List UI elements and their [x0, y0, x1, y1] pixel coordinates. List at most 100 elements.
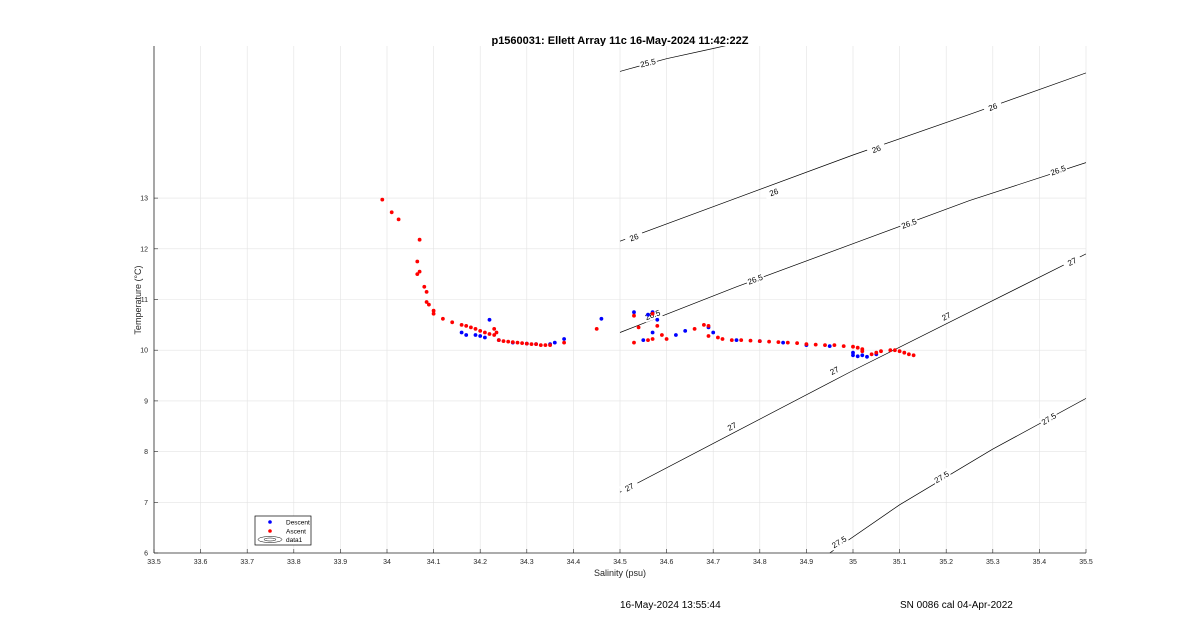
- data-point-ascent: [660, 333, 664, 337]
- data-point-ascent: [562, 340, 566, 345]
- contour-label: 27: [829, 365, 842, 377]
- data-point-ascent: [494, 330, 499, 335]
- footer-calibration: SN 0086 cal 04-Apr-2022: [900, 600, 1013, 611]
- data-point-descent: [487, 317, 492, 322]
- legend-marker-ascent: [268, 529, 272, 533]
- data-point-descent: [483, 335, 487, 340]
- data-point-ascent: [650, 337, 655, 341]
- data-point-ascent: [492, 333, 497, 337]
- data-point-descent: [711, 330, 716, 335]
- y-tick-labels: 6 7 8 9 10 11 12 13: [140, 196, 148, 558]
- chart-title: p1560031: Ellett Array 11c 16-May-2024 1…: [491, 35, 748, 47]
- data-point-ascent: [483, 330, 487, 335]
- x-tick-label: 33.7: [240, 559, 254, 566]
- data-point-descent: [478, 334, 483, 338]
- data-point-ascent: [520, 341, 524, 345]
- contour-line-27: [619, 253, 1086, 493]
- data-point-descent: [552, 340, 557, 345]
- data-point-ascent: [706, 334, 711, 338]
- data-point-ascent: [534, 342, 538, 346]
- data-point-ascent: [424, 290, 429, 294]
- data-point-ascent: [632, 340, 636, 345]
- data-point-ascent: [832, 343, 837, 347]
- data-point-descent: [655, 317, 660, 322]
- legend-contour-icon: [257, 536, 283, 543]
- data-point-ascent: [888, 348, 893, 353]
- data-point-ascent: [636, 325, 641, 330]
- data-point-ascent: [823, 343, 827, 347]
- data-point-ascent: [501, 339, 506, 343]
- data-point-ascent: [496, 338, 501, 342]
- data-point-ascent: [702, 323, 706, 327]
- legend-label-data1: data1: [286, 537, 303, 544]
- data-point-ascent: [907, 352, 911, 357]
- data-point-descent: [865, 354, 869, 359]
- data-point-ascent: [795, 341, 799, 345]
- data-point-ascent: [441, 316, 445, 321]
- x-tick-label: 34.3: [520, 559, 534, 566]
- data-point-ascent: [716, 335, 720, 340]
- data-point-ascent: [902, 350, 907, 355]
- legend-label-descent: Descent: [286, 520, 310, 527]
- contour-label-bg: [982, 99, 1003, 115]
- contour-label: 27: [1066, 256, 1079, 268]
- y-axis-label: Temperature (°C): [133, 265, 143, 334]
- contour-label-bg: [623, 229, 645, 245]
- data-point-ascent: [879, 349, 883, 354]
- data-point-descent: [632, 310, 636, 315]
- x-tick-label: 34.1: [427, 559, 441, 566]
- data-point-ascent: [869, 352, 874, 357]
- data-point-ascent: [417, 269, 422, 274]
- y-tick-label: 9: [144, 398, 148, 405]
- data-point-descent: [851, 350, 855, 355]
- x-tick-label: 35.1: [893, 559, 907, 566]
- data-point-ascent: [538, 343, 543, 347]
- contour-label: 26: [628, 232, 640, 244]
- legend-marker-descent: [268, 520, 272, 524]
- data-point-ascent: [739, 338, 744, 342]
- legend-contour-icon-inner: [263, 537, 277, 542]
- contour-label: 25.5: [639, 57, 657, 69]
- contour-label: 26: [987, 101, 999, 113]
- contour-label-bg: [1047, 162, 1069, 178]
- x-tick-label: 34.8: [753, 559, 767, 566]
- data-point-descent: [473, 333, 478, 337]
- data-point-ascent: [492, 327, 497, 331]
- contour-label-bg: [824, 361, 845, 380]
- data-point-descent: [734, 338, 739, 342]
- contour-line-26: [619, 72, 1086, 242]
- data-point-ascent: [757, 339, 762, 343]
- data-point-ascent: [911, 353, 916, 358]
- contour-label-bg: [619, 478, 640, 496]
- data-point-ascent: [487, 332, 492, 336]
- contour-label-bg: [763, 184, 784, 200]
- x-tick-label: 33.8: [287, 559, 301, 566]
- footer-timestamp: 16-May-2024 13:55:44: [620, 600, 721, 611]
- data-point-descent: [599, 316, 604, 321]
- data-point-descent: [641, 338, 646, 342]
- data-point-ascent: [424, 300, 429, 304]
- x-tick-label: 35.3: [986, 559, 1000, 566]
- x-tick-label: 34.4: [567, 559, 581, 566]
- data-point-descent: [562, 337, 566, 341]
- data-point-descent: [683, 329, 688, 333]
- x-tick-labels: 33.5 33.6 33.7 33.8 33.9 34 34.1 34.2 34.3 34.4 34…: [147, 559, 1093, 566]
- data-point-ascent: [706, 324, 711, 328]
- contour-label-bg: [931, 468, 952, 486]
- data-point-ascent: [664, 337, 669, 341]
- contour-label: 26: [768, 187, 780, 199]
- contour-label-bg: [721, 417, 743, 435]
- x-tick-label: 35.4: [1033, 559, 1047, 566]
- data-point-descent: [674, 333, 678, 337]
- data-point-ascent: [478, 329, 483, 333]
- x-tick-label: 34.2: [473, 559, 487, 566]
- contour-line-25.5: [619, 46, 726, 72]
- data-point-ascent: [692, 327, 697, 331]
- data-point-ascent: [851, 344, 855, 349]
- data-point-ascent: [646, 338, 650, 342]
- data-point-ascent: [804, 342, 809, 346]
- y-tick-label: 6: [144, 551, 148, 558]
- x-tick-label: 35.5: [1079, 559, 1093, 566]
- contour-label-bg: [638, 55, 658, 70]
